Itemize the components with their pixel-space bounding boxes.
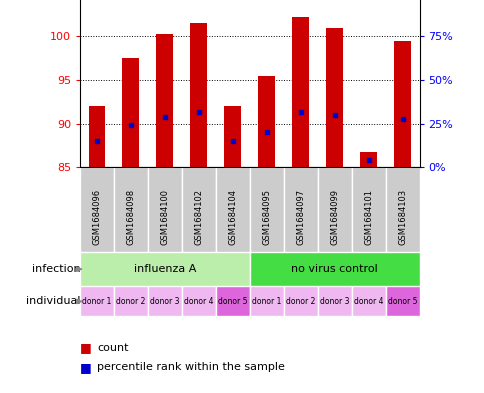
Text: donor 1: donor 1 (252, 297, 281, 306)
Bar (190, 23, 207, 167)
Bar (291, 17, 308, 167)
Text: GSM1684101: GSM1684101 (363, 189, 372, 245)
Bar (351, 286, 385, 316)
Bar (385, 286, 419, 316)
Text: GSM1684096: GSM1684096 (92, 189, 101, 245)
Bar (122, 58, 139, 167)
Bar (393, 40, 410, 167)
Bar (249, 286, 283, 316)
Bar (359, 152, 376, 167)
Bar (215, 286, 249, 316)
Text: infection: infection (32, 264, 80, 274)
Text: GSM1684097: GSM1684097 (296, 189, 304, 245)
Bar (385, 167, 419, 252)
Text: GSM1684104: GSM1684104 (228, 189, 237, 245)
Bar (80, 167, 114, 252)
Bar (156, 34, 173, 167)
Bar (283, 286, 317, 316)
Text: influenza A: influenza A (134, 264, 196, 274)
Text: GSM1684100: GSM1684100 (160, 189, 169, 245)
Text: GSM1684095: GSM1684095 (262, 189, 271, 245)
Bar (148, 286, 182, 316)
Text: GSM1684103: GSM1684103 (397, 189, 406, 245)
Bar (182, 167, 215, 252)
Bar (148, 167, 182, 252)
Bar (351, 167, 385, 252)
Text: donor 4: donor 4 (353, 297, 382, 306)
Bar (88, 106, 105, 167)
Text: donor 2: donor 2 (116, 297, 145, 306)
Text: ■: ■ (80, 341, 91, 354)
Bar (224, 106, 241, 167)
Bar (114, 167, 148, 252)
Bar (257, 75, 274, 167)
Text: donor 3: donor 3 (150, 297, 179, 306)
Bar (80, 252, 249, 286)
Text: donor 1: donor 1 (82, 297, 111, 306)
Text: donor 5: donor 5 (387, 297, 416, 306)
Text: GSM1684098: GSM1684098 (126, 189, 135, 245)
Bar (249, 252, 419, 286)
Text: count: count (97, 343, 128, 353)
Text: GSM1684102: GSM1684102 (194, 189, 203, 245)
Text: donor 4: donor 4 (184, 297, 213, 306)
Bar (114, 286, 148, 316)
Text: ■: ■ (80, 361, 91, 374)
Text: individual: individual (26, 296, 80, 307)
Bar (249, 167, 283, 252)
Bar (325, 28, 342, 167)
Bar (182, 286, 215, 316)
Bar (215, 167, 249, 252)
Text: no virus control: no virus control (291, 264, 377, 274)
Text: donor 2: donor 2 (286, 297, 315, 306)
Text: GSM1684099: GSM1684099 (330, 189, 338, 245)
Bar (317, 286, 351, 316)
Text: donor 3: donor 3 (319, 297, 348, 306)
Text: donor 5: donor 5 (218, 297, 247, 306)
Text: percentile rank within the sample: percentile rank within the sample (97, 362, 284, 373)
Bar (283, 167, 317, 252)
Bar (80, 286, 114, 316)
Bar (317, 167, 351, 252)
